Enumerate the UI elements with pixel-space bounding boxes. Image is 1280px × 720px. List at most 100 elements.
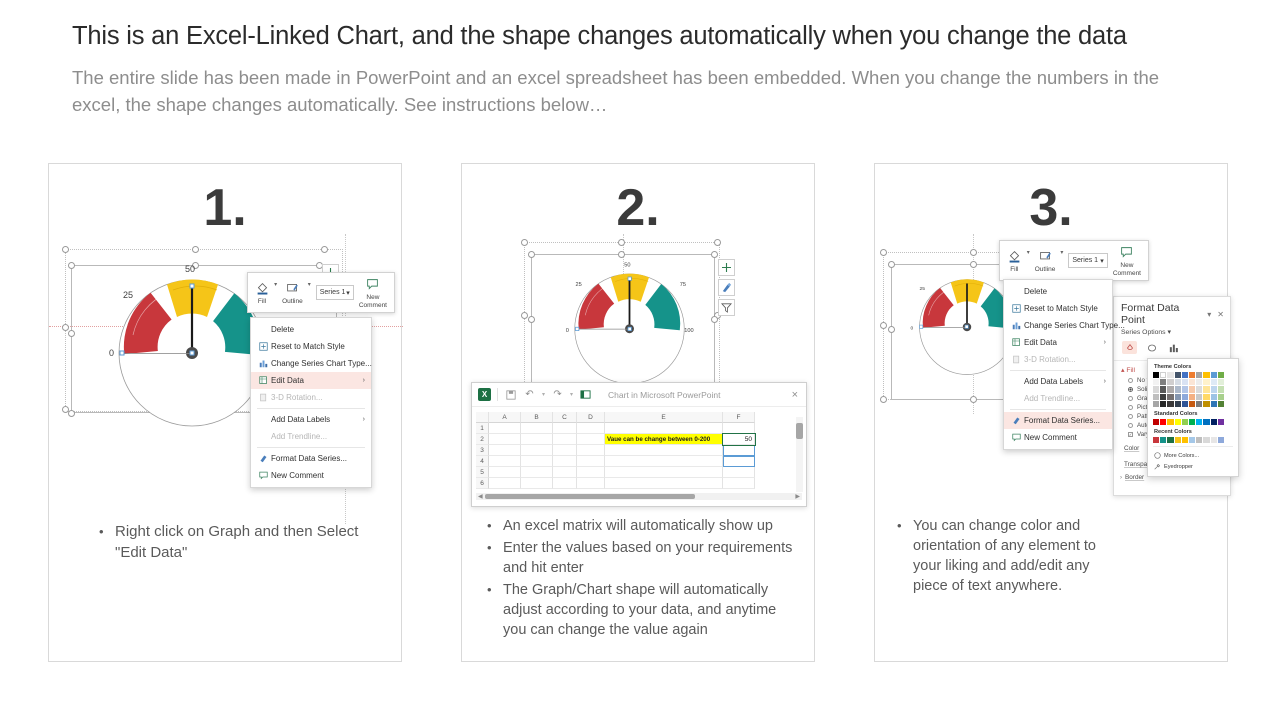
color-swatch[interactable] [1196, 379, 1203, 386]
cell-e3[interactable] [605, 445, 723, 456]
undo-chevron-down-icon[interactable]: ▾ [542, 392, 546, 398]
scroll-left-arrow-icon[interactable]: ◀ [478, 494, 483, 500]
row-header-5[interactable]: 5 [476, 467, 489, 478]
save-icon[interactable] [504, 388, 517, 401]
scrollbar-thumb[interactable] [796, 423, 803, 439]
color-swatch[interactable] [1210, 418, 1217, 426]
select-all-corner[interactable] [476, 412, 489, 423]
color-swatch[interactable] [1167, 386, 1174, 393]
cell-f6[interactable] [723, 478, 755, 489]
color-swatch[interactable] [1153, 372, 1160, 379]
color-swatch[interactable] [1167, 393, 1174, 400]
color-swatch[interactable] [1203, 400, 1210, 407]
tab-fill-and-line[interactable] [1122, 341, 1137, 354]
cell-f1[interactable] [723, 423, 755, 434]
color-swatch[interactable] [1153, 379, 1160, 386]
color-swatch[interactable] [1203, 437, 1210, 444]
mini-toolbar-3[interactable]: Fill ▾ Outline ▾ Series 1 ▾ [999, 240, 1149, 282]
cell-a6[interactable] [489, 478, 521, 489]
tab-series-options[interactable] [1166, 341, 1181, 354]
theme-tint-row[interactable] [1153, 393, 1233, 400]
context-menu-3[interactable]: Delete Reset to Match Style Change Serie… [1003, 279, 1125, 450]
gauge-chart-2[interactable]: 0 25 50 75 100 [547, 256, 712, 406]
menu-item-add-data-labels[interactable]: Add Data Labels › [271, 415, 365, 424]
cell-a1[interactable] [489, 423, 521, 434]
redo-icon[interactable]: ↷ [553, 389, 562, 400]
cell-c4[interactable] [553, 456, 577, 467]
menu-item-delete[interactable]: Delete [1024, 287, 1048, 296]
cell-e6[interactable] [605, 478, 723, 489]
cell-b5[interactable] [521, 467, 553, 478]
horizontal-scrollbar[interactable]: ◀ ▶ [476, 493, 802, 500]
cell-e1[interactable] [605, 423, 723, 434]
color-swatch[interactable] [1188, 437, 1196, 444]
color-swatch[interactable] [1196, 386, 1203, 393]
column-header-e[interactable]: E [605, 412, 723, 423]
color-swatch[interactable] [1174, 437, 1181, 444]
resize-handle[interactable] [528, 251, 535, 258]
resize-handle[interactable] [711, 316, 718, 323]
cell-d3[interactable] [577, 445, 605, 456]
outline-chevron-down-icon[interactable]: ▾ [307, 282, 311, 288]
cell-e4[interactable] [605, 456, 723, 467]
row-header-1[interactable]: 1 [476, 423, 489, 434]
color-swatch[interactable] [1196, 393, 1203, 400]
color-swatch[interactable] [1196, 400, 1203, 407]
column-header-b[interactable]: B [521, 412, 553, 423]
chart-side-buttons-2[interactable] [718, 259, 735, 316]
resize-handle[interactable] [618, 251, 625, 258]
series-select[interactable]: Series 1 ▾ [315, 285, 354, 301]
mini-toolbar-1[interactable]: Fill ▾ Outline ▾ Series 1 ▾ [247, 272, 395, 314]
cell-f5[interactable] [723, 467, 755, 478]
cell-a3[interactable] [489, 445, 521, 456]
color-swatch[interactable] [1210, 386, 1217, 393]
cell-d5[interactable] [577, 467, 605, 478]
resize-handle[interactable] [521, 312, 528, 319]
outline-button[interactable]: Outline [282, 280, 303, 305]
cell-a2[interactable] [489, 434, 521, 445]
row-header-3[interactable]: 3 [476, 445, 489, 456]
column-header-f[interactable]: F [723, 412, 755, 423]
color-swatch[interactable] [1196, 437, 1203, 444]
resize-handle[interactable] [321, 246, 328, 253]
color-swatch[interactable] [1181, 400, 1188, 407]
theme-tint-row[interactable] [1153, 379, 1233, 386]
series-options-chevron-down-icon[interactable]: ▾ [1167, 329, 1171, 336]
transparency-row[interactable]: Transparency [1114, 458, 1230, 471]
resize-handle[interactable] [880, 249, 887, 256]
fill-button[interactable]: Fill [255, 280, 269, 305]
color-swatch[interactable] [1153, 393, 1160, 400]
color-swatch[interactable] [1188, 386, 1196, 393]
color-swatch[interactable] [1174, 400, 1181, 407]
color-swatch[interactable] [1210, 372, 1217, 379]
cell-c3[interactable] [553, 445, 577, 456]
color-swatch[interactable] [1181, 437, 1188, 444]
cell-d2[interactable] [577, 434, 605, 445]
cell-d6[interactable] [577, 478, 605, 489]
color-swatch[interactable] [1188, 400, 1196, 407]
menu-item-format-data-series[interactable]: Format Data Series... [251, 450, 371, 467]
color-swatch[interactable] [1160, 400, 1167, 407]
excel-window[interactable]: X ↶ ▾ ↷ ▾ Chart in Microsoft PowerPoint … [471, 382, 807, 507]
cell-f4[interactable] [723, 456, 755, 467]
menu-item-add-data-labels[interactable]: Add Data Labels › [1024, 377, 1106, 386]
color-swatch[interactable] [1217, 393, 1224, 400]
resize-handle[interactable] [970, 249, 977, 256]
color-swatch[interactable] [1174, 386, 1181, 393]
more-colors-button[interactable]: More Colors... [1153, 450, 1233, 461]
resize-handle[interactable] [618, 239, 625, 246]
menu-item-delete[interactable]: Delete [271, 325, 295, 334]
cell-f2[interactable]: 50 [722, 433, 756, 446]
color-swatch[interactable] [1181, 393, 1188, 400]
series-select[interactable]: Series 1 ▾ [1068, 253, 1108, 269]
color-swatch[interactable] [1210, 379, 1217, 386]
chart-styles-button[interactable] [718, 279, 735, 296]
cell-b6[interactable] [521, 478, 553, 489]
resize-handle[interactable] [62, 406, 69, 413]
cell-a5[interactable] [489, 467, 521, 478]
color-swatch[interactable] [1210, 400, 1217, 407]
resize-handle[interactable] [68, 410, 75, 417]
color-swatch[interactable] [1217, 400, 1224, 407]
color-swatch[interactable] [1188, 372, 1196, 379]
color-swatch[interactable] [1181, 372, 1188, 379]
